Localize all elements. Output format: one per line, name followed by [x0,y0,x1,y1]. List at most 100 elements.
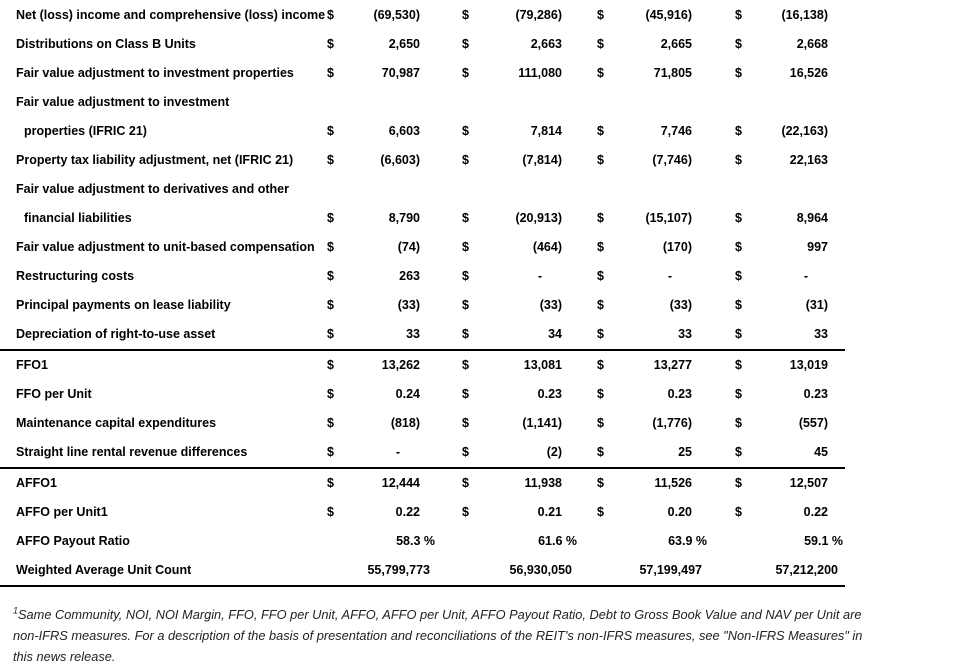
cell-value: (45,916) [645,8,692,22]
currency-symbol: $ [327,445,334,459]
value-cell-3: $ (1,776) [579,409,709,438]
cell-value: 0.23 [803,387,828,401]
cell-value: 63.9 % [668,534,707,548]
value-cell-4: $33 [709,320,845,349]
value-cell-2: $0.23 [437,380,579,409]
currency-symbol: $ [327,37,334,51]
value-cell-3: $ (33) [579,291,709,320]
value-cell-1: $ (818) [315,409,437,438]
cell-value: 12,444 [381,476,420,490]
cell-value: 0.20 [667,505,692,519]
cell-value: (22,163) [781,124,828,138]
currency-symbol: $ [462,416,469,430]
cell-value: (33) [397,298,420,312]
row-label: properties (IFRIC 21) [24,124,147,138]
row-label: Property tax liability adjustment, net (… [16,153,294,167]
table-row: Fair value adjustment to derivatives and… [0,175,845,204]
row-label: Fair value adjustment to derivatives and… [16,182,289,196]
currency-symbol: $ [597,37,604,51]
table-row: Fair value adjustment to investment prop… [0,59,845,88]
cell-value: 12,507 [789,476,828,490]
value-cell-2: $13,081 [437,351,579,380]
currency-symbol: $ [327,8,334,22]
cell-value: (7,814) [522,153,562,167]
value-cell-1: $33 [315,320,437,349]
value-cell-4: 59.1 % [709,527,845,556]
value-cell-1: $ (33) [315,291,437,320]
currency-symbol: $ [735,153,742,167]
value-cell-2: $ - [437,262,579,291]
value-cell-4: $13,019 [709,351,845,380]
cell-value: 11,938 [524,476,562,490]
value-cell-2: $0.21 [437,498,579,527]
cell-value: 2,665 [660,37,692,51]
value-cell-2: 56,930,050 [437,556,579,585]
currency-symbol: $ [597,153,604,167]
value-cell-4: $ (31) [709,291,845,320]
cell-value: 70,987 [381,66,420,80]
value-cell-2: $11,938 [437,469,579,498]
cell-value: 61.6 % [538,534,577,548]
value-cell-1: $ (69,530) [315,1,437,30]
table-row: FFO1 $13,262 $13,081 $13,277 $13,019 [0,351,845,380]
currency-symbol: $ [327,124,334,138]
cell-value: 57,199,497 [639,563,702,577]
currency-symbol: $ [597,298,604,312]
currency-symbol: $ [735,387,742,401]
value-cell-1: $70,987 [315,59,437,88]
currency-symbol: $ [462,211,469,225]
row-label: AFFO1 [16,476,57,490]
value-cell-2: $7,814 [437,117,579,146]
value-cell-4: $8,964 [709,204,845,233]
cell-value: 6,603 [388,124,420,138]
currency-symbol: $ [597,240,604,254]
value-cell-3: $2,665 [579,30,709,59]
currency-symbol: $ [462,37,469,51]
cell-value: 111,080 [518,66,562,80]
cell-value: 7,814 [530,124,562,138]
currency-symbol: $ [327,298,334,312]
currency-symbol: $ [597,211,604,225]
cell-value: 13,262 [381,358,420,372]
currency-symbol: $ [597,8,604,22]
cell-value: 8,964 [796,211,828,225]
currency-symbol: $ [735,37,742,51]
table-row: FFO per Unit $0.24 $0.23 $0.23 $0.23 [0,380,845,409]
value-cell-2: $ (20,913) [437,204,579,233]
currency-symbol: $ [462,358,469,372]
cell-value: (557) [798,416,828,430]
cell-value: 0.22 [395,505,420,519]
currency-symbol: $ [327,211,334,225]
footnote-line-2: non-IFRS measures. For a description of … [13,628,863,643]
value-cell-3: $0.20 [579,498,709,527]
value-cell-4: 57,212,200 [709,556,845,585]
currency-symbol: $ [597,66,604,80]
currency-symbol: $ [597,124,604,138]
cell-value: (1,141) [522,416,562,430]
cell-value: (16,138) [781,8,828,22]
cell-value: 59.1 % [804,534,843,548]
value-cell-4: $997 [709,233,845,262]
currency-symbol: $ [597,505,604,519]
currency-symbol: $ [462,387,469,401]
table-row: AFFO per Unit1 $0.22 $0.21 $0.20 $0.22 [0,498,845,527]
cell-value: 2,668 [796,37,828,51]
currency-symbol: $ [735,416,742,430]
currency-symbol: $ [462,298,469,312]
footnote-line-1: 1Same Community, NOI, NOI Margin, FFO, F… [13,604,918,625]
cell-value: 11,526 [654,476,692,490]
table-row: financial liabilities $8,790 $ (20,913) $… [0,204,845,233]
table-row: AFFO Payout Ratio 58.3 % 61.6 % 63.9 % 5… [0,527,845,556]
cell-value: 22,163 [789,153,828,167]
cell-value: 57,212,200 [775,563,838,577]
cell-value: 997 [807,240,828,254]
currency-symbol: $ [735,124,742,138]
currency-symbol: $ [597,269,604,283]
cell-value: 2,663 [530,37,562,51]
table-row: Straight line rental revenue differences… [0,438,845,469]
currency-symbol: $ [327,327,334,341]
value-cell-4: $ (22,163) [709,117,845,146]
cell-value: 55,799,773 [367,563,430,577]
value-cell-1: $0.24 [315,380,437,409]
cell-value: (79,286) [515,8,562,22]
